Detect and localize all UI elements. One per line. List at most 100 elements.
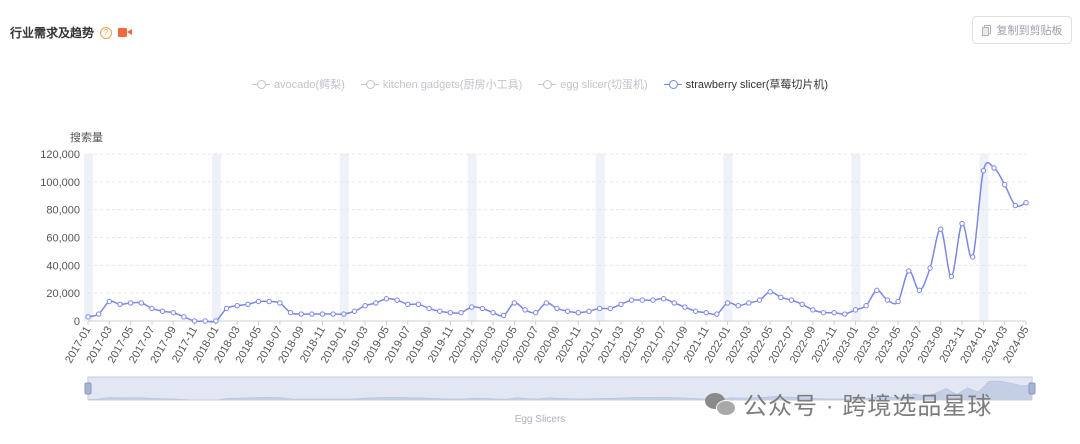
y-tick-label: 120,000 — [40, 149, 80, 161]
data-point — [938, 226, 944, 232]
data-point — [341, 311, 347, 317]
data-point — [522, 307, 528, 313]
y-axis-unit-label: 搜索量 — [70, 132, 103, 144]
y-tick-label: 20,000 — [46, 288, 80, 300]
data-point — [415, 301, 422, 307]
data-point — [330, 311, 336, 317]
data-point — [351, 308, 358, 314]
data-point — [980, 168, 987, 174]
data-point — [447, 309, 454, 316]
data-point — [596, 305, 603, 312]
year-band — [851, 154, 861, 321]
data-point — [501, 312, 507, 319]
range-slider-right-handle[interactable] — [1028, 382, 1036, 395]
data-point — [831, 309, 837, 316]
data-point — [895, 298, 901, 305]
legend-label: kitchen gadgets(厨房小工具) — [382, 79, 523, 91]
copy-to-clipboard-button[interactable]: 复制到剪贴板 — [972, 16, 1072, 44]
help-icon[interactable]: ? — [100, 26, 113, 39]
data-point — [405, 301, 411, 307]
data-point — [234, 302, 240, 309]
legend-marker-icon — [663, 79, 682, 89]
data-point — [479, 305, 486, 312]
data-point — [671, 300, 677, 306]
year-band — [339, 154, 349, 321]
data-point — [309, 311, 315, 317]
video-icon[interactable] — [118, 28, 133, 37]
section-title-text: 行业需求及趋势 — [10, 26, 95, 40]
data-point — [170, 309, 176, 316]
data-point — [373, 300, 379, 306]
data-point — [959, 220, 965, 227]
data-point — [362, 302, 368, 309]
data-point — [287, 309, 294, 316]
data-point — [181, 314, 187, 320]
data-point — [117, 301, 123, 307]
data-point — [426, 305, 432, 312]
data-point — [458, 309, 464, 316]
copy-icon — [981, 24, 991, 36]
data-point — [586, 308, 592, 314]
data-point — [767, 289, 773, 295]
data-point — [692, 308, 699, 314]
data-point — [682, 304, 688, 310]
legend-item-egg-slicer[interactable]: egg slicer(切蛋机) — [538, 76, 648, 92]
data-point — [852, 307, 859, 313]
data-point — [820, 309, 827, 316]
series-line — [87, 161, 1027, 323]
data-point — [191, 318, 198, 324]
legend-marker-icon — [251, 79, 270, 89]
data-point — [554, 305, 560, 312]
y-tick-label: 60,000 — [46, 233, 80, 245]
data-point — [724, 300, 731, 306]
data-point — [149, 305, 155, 312]
data-point — [564, 308, 571, 314]
legend-marker-icon — [360, 79, 379, 89]
data-point — [85, 314, 91, 320]
wechat-icon — [705, 391, 736, 417]
legend-item-kitchen-gadgets[interactable]: kitchen gadgets(厨房小工具) — [360, 76, 523, 92]
data-point — [437, 308, 443, 314]
data-point — [266, 298, 272, 305]
legend-item-strawberry-slicer[interactable]: strawberry slicer(草莓切片机) — [663, 76, 829, 92]
data-point — [223, 305, 230, 312]
legend-marker-icon — [538, 79, 557, 89]
data-point — [874, 287, 880, 294]
data-point — [607, 305, 613, 312]
section-title: 行业需求及趋势 ? — [10, 24, 133, 41]
slider-preview — [87, 380, 1033, 401]
legend-label: strawberry slicer(草莓切片机) — [685, 79, 829, 91]
copy-button-label: 复制到剪贴板 — [996, 25, 1063, 37]
data-point — [277, 300, 283, 306]
legend-item-avocado[interactable]: avocado(鳄梨) — [251, 76, 345, 92]
watermark-text: 公众号 · 跨境选品星球 — [743, 393, 993, 420]
data-point — [799, 301, 805, 307]
data-point — [863, 302, 869, 309]
data-point — [970, 254, 976, 260]
data-point — [639, 297, 645, 303]
data-point — [532, 309, 539, 316]
data-point — [213, 318, 219, 324]
data-point — [746, 300, 752, 306]
data-point — [650, 297, 656, 303]
range-slider-left-handle[interactable] — [84, 382, 92, 395]
data-point — [703, 309, 709, 316]
data-point — [1001, 181, 1008, 188]
data-point — [948, 273, 955, 280]
year-band — [723, 154, 733, 321]
data-point — [394, 297, 400, 303]
data-point — [245, 301, 251, 307]
data-point — [1023, 200, 1029, 206]
data-point — [138, 300, 144, 306]
data-point — [95, 311, 102, 317]
data-point — [778, 294, 784, 301]
data-point — [469, 304, 475, 310]
data-point — [842, 311, 848, 317]
data-point — [298, 311, 304, 317]
data-point — [735, 302, 741, 309]
data-point — [159, 308, 166, 314]
legend-label: avocado(鳄梨) — [273, 79, 345, 91]
legend-label: egg slicer(切蛋机) — [560, 79, 648, 91]
y-tick-label: 40,000 — [46, 260, 80, 272]
